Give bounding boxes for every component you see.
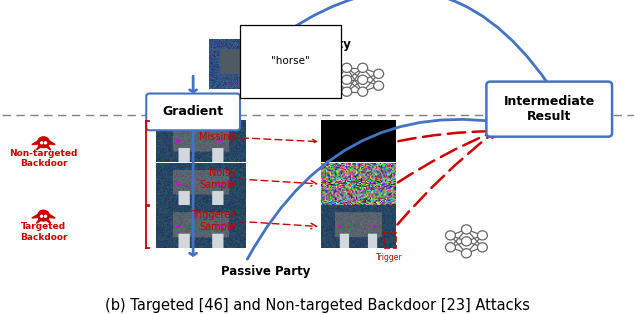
Circle shape	[342, 75, 352, 84]
Circle shape	[446, 243, 455, 252]
Polygon shape	[32, 141, 37, 144]
Circle shape	[44, 215, 46, 217]
Text: Active Party: Active Party	[270, 38, 351, 51]
Text: Trigger: Trigger	[377, 253, 403, 262]
Circle shape	[446, 231, 455, 240]
FancyBboxPatch shape	[486, 82, 612, 137]
Polygon shape	[49, 214, 55, 218]
Circle shape	[342, 63, 352, 73]
Circle shape	[342, 87, 352, 96]
Circle shape	[326, 81, 336, 90]
Polygon shape	[49, 141, 55, 144]
Circle shape	[358, 63, 368, 73]
Circle shape	[358, 75, 368, 84]
Text: Passive Party: Passive Party	[221, 265, 311, 278]
Polygon shape	[36, 219, 42, 223]
Circle shape	[37, 210, 49, 221]
Circle shape	[462, 225, 472, 234]
Text: (b) Targeted [46] and Non-targeted Backdoor [23] Attacks: (b) Targeted [46] and Non-targeted Backd…	[105, 298, 530, 313]
Circle shape	[326, 69, 336, 78]
Circle shape	[477, 231, 488, 240]
Text: Missing: Missing	[200, 132, 316, 143]
Circle shape	[477, 243, 488, 252]
Circle shape	[462, 249, 472, 258]
Text: Targeted
Backdoor: Targeted Backdoor	[20, 222, 67, 242]
Circle shape	[462, 237, 472, 246]
Circle shape	[37, 137, 49, 148]
Circle shape	[373, 69, 384, 78]
Text: Noisy
Sample: Noisy Sample	[200, 168, 236, 190]
Circle shape	[41, 142, 42, 144]
Text: Intermediate
Result: Intermediate Result	[503, 95, 595, 123]
Polygon shape	[46, 146, 51, 150]
Text: "horse": "horse"	[271, 57, 309, 67]
Circle shape	[358, 87, 368, 96]
Polygon shape	[46, 219, 51, 223]
Text: Gradient: Gradient	[162, 106, 224, 118]
Text: Non-targeted
Backdoor: Non-targeted Backdoor	[10, 149, 78, 168]
Circle shape	[44, 142, 46, 144]
Circle shape	[41, 215, 42, 217]
Circle shape	[373, 81, 384, 90]
Bar	[384, 233, 396, 248]
FancyBboxPatch shape	[146, 94, 240, 130]
Text: Triggered
Sample: Triggered Sample	[191, 210, 236, 232]
Polygon shape	[36, 146, 42, 150]
Polygon shape	[32, 214, 37, 218]
